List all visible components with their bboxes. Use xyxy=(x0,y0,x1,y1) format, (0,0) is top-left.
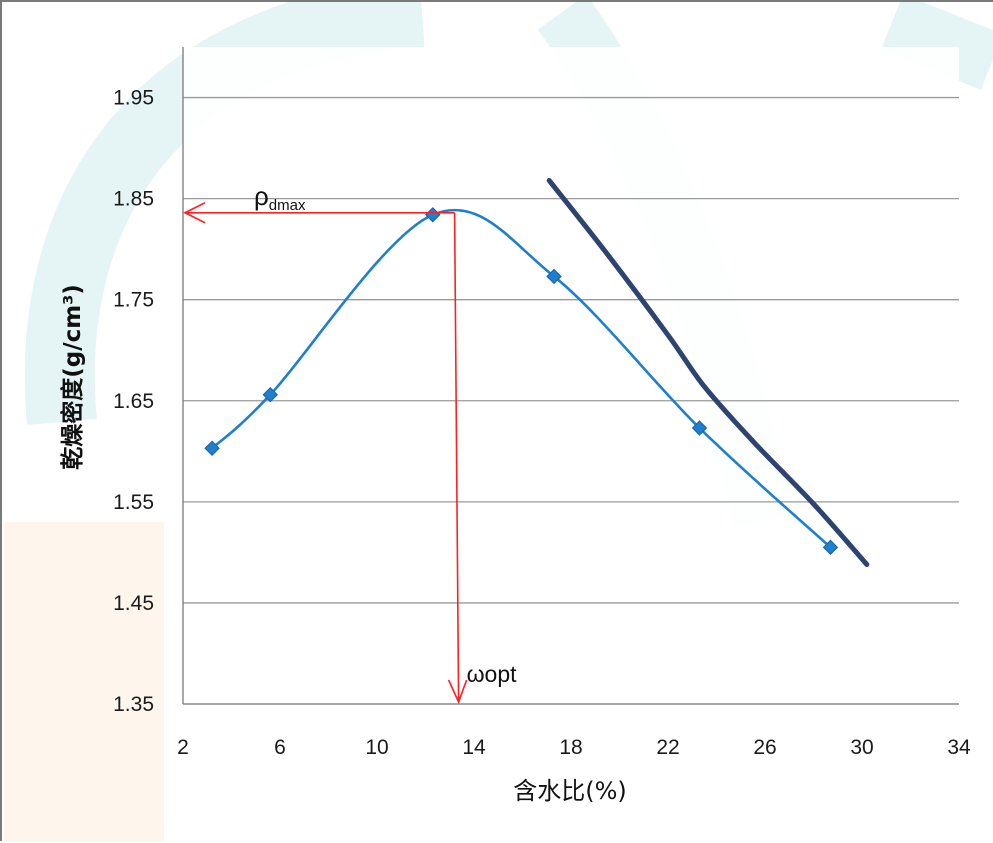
bg-arc-corner xyxy=(880,2,993,90)
series-layer xyxy=(204,177,870,568)
bg-arc-left xyxy=(24,2,425,426)
y-tick-1.95: 1.95 xyxy=(113,87,154,110)
rho-symbol: ρ xyxy=(254,181,269,211)
x-tick-26: 26 xyxy=(753,736,776,759)
x-tick-labels: 2 6 10 14 18 22 26 30 34 xyxy=(177,736,971,759)
y-tick-1.55: 1.55 xyxy=(113,491,154,514)
series-0-point-5 xyxy=(822,539,839,556)
x-tick-18: 18 xyxy=(559,736,582,759)
wopt-label: ωopt xyxy=(467,661,518,687)
y-tick-1.35: 1.35 xyxy=(113,693,154,716)
x-tick-14: 14 xyxy=(462,736,486,759)
background-decoration xyxy=(4,2,993,842)
rho-arrow-head xyxy=(183,202,206,224)
x-axis-label: 含水比(%) xyxy=(513,777,627,805)
series-0-line xyxy=(210,208,832,549)
y-tick-labels: 1.35 1.45 1.55 1.65 1.75 1.85 1.95 xyxy=(113,87,154,716)
wopt-arrow-head xyxy=(447,679,468,705)
annotation-layer: ρdmax ωopt xyxy=(183,181,518,705)
rho-dmax-label: ρdmax xyxy=(254,181,306,214)
y-tick-1.85: 1.85 xyxy=(113,188,154,211)
series-0-point-4 xyxy=(691,420,708,436)
wopt-arrow-line xyxy=(453,212,460,703)
x-tick-22: 22 xyxy=(656,736,679,759)
rho-subscript: dmax xyxy=(269,197,306,214)
y-axis-label: 乾燥密度(g/cm³) xyxy=(59,284,86,470)
x-tick-2: 2 xyxy=(177,736,189,759)
series-0-point-1 xyxy=(262,386,279,403)
x-tick-6: 6 xyxy=(274,736,286,759)
bg-warm-panel xyxy=(4,522,164,842)
x-tick-10: 10 xyxy=(365,736,388,759)
x-tick-34: 34 xyxy=(947,736,971,759)
axes xyxy=(182,47,959,705)
series-1-line xyxy=(546,177,870,568)
y-tick-1.75: 1.75 xyxy=(113,289,154,312)
y-tick-1.45: 1.45 xyxy=(113,592,154,615)
plot-area xyxy=(183,47,959,704)
y-tick-1.65: 1.65 xyxy=(113,390,154,413)
gridlines xyxy=(183,96,959,604)
series-0-point-3 xyxy=(546,268,562,285)
series-0-point-0 xyxy=(204,440,220,456)
x-tick-30: 30 xyxy=(850,736,873,759)
